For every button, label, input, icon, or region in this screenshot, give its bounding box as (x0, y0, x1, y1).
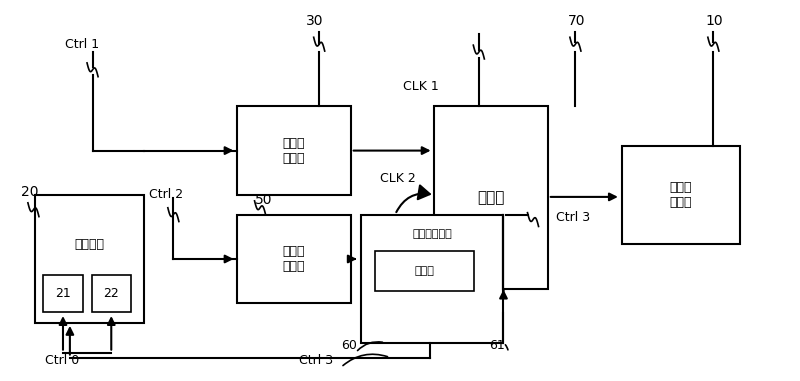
Text: 控制单元: 控制单元 (74, 238, 105, 251)
Text: 61: 61 (489, 339, 505, 352)
Bar (43, 275, 82, 312)
Bar (35, 195, 144, 323)
Text: 70: 70 (567, 13, 585, 27)
Bar (238, 106, 350, 195)
Text: Ctrl 2: Ctrl 2 (149, 189, 183, 202)
Bar (91, 275, 131, 312)
Text: Ctrl 0: Ctrl 0 (46, 354, 79, 367)
Bar (361, 215, 503, 343)
Text: 30: 30 (306, 13, 324, 27)
Bar (238, 215, 350, 303)
Text: Ctrl 3: Ctrl 3 (556, 211, 590, 224)
Text: Ctrl 1: Ctrl 1 (65, 38, 99, 51)
Text: 状态控制单元: 状态控制单元 (412, 229, 452, 239)
Bar (434, 106, 548, 288)
Text: CLK 1: CLK 1 (403, 80, 438, 93)
Text: CLK 2: CLK 2 (380, 172, 416, 185)
Text: Ctrl 3: Ctrl 3 (299, 354, 334, 367)
Text: 第二振
荡模块: 第二振 荡模块 (283, 245, 306, 273)
Text: 10: 10 (706, 13, 723, 27)
Text: 多工器: 多工器 (478, 190, 505, 205)
Text: 显示驱
动电路: 显示驱 动电路 (670, 181, 692, 209)
Text: 计数器: 计数器 (414, 266, 434, 276)
FancyArrowPatch shape (396, 186, 430, 212)
Text: 60: 60 (341, 339, 357, 352)
Bar (375, 251, 474, 291)
Text: 21: 21 (55, 287, 71, 300)
Text: 50: 50 (255, 193, 273, 207)
Text: 20: 20 (21, 185, 38, 199)
Text: 第一振
荡模块: 第一振 荡模块 (283, 137, 306, 165)
Text: 22: 22 (103, 287, 119, 300)
Bar (622, 146, 740, 244)
